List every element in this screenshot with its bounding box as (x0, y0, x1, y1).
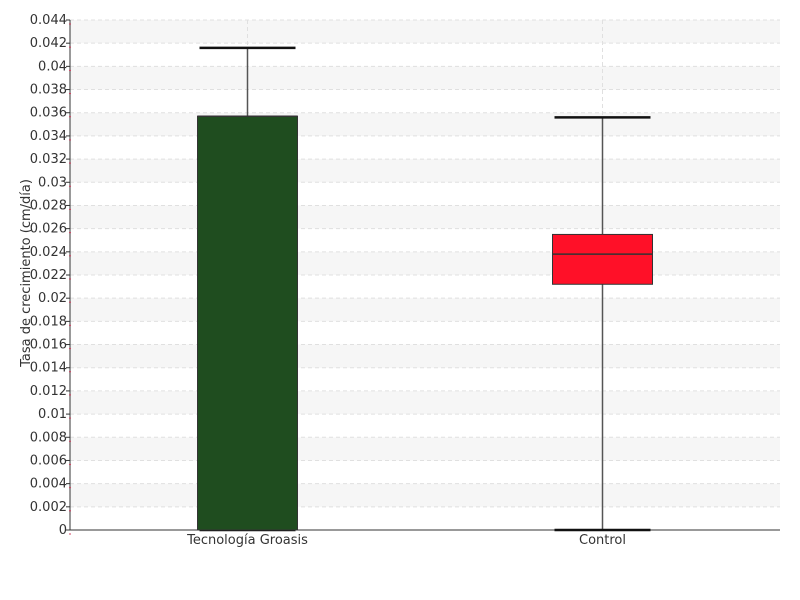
box-series (197, 46, 653, 532)
y-tick-label: 0.01 (38, 407, 67, 422)
iqr-box (197, 115, 298, 531)
plot-band (70, 159, 780, 183)
y-tick-label: 0.002 (30, 500, 67, 515)
plot-band (70, 251, 780, 275)
x-category-label: Tecnología Groasis (186, 533, 308, 548)
plot-band (70, 460, 780, 484)
y-tick-label: 0.042 (30, 36, 67, 51)
plot-band (70, 414, 780, 438)
y-tick-label: 0.03 (38, 175, 67, 190)
y-tick-label: 0.02 (38, 291, 67, 306)
y-axis-title: Tasa de crecimiento (cm/día) (19, 179, 34, 368)
plot-band (70, 135, 780, 160)
plot-band (70, 390, 780, 415)
plot-band (70, 506, 780, 530)
plot-band (70, 228, 780, 252)
y-tick-label: 0.032 (30, 152, 67, 167)
plot-band (70, 89, 780, 113)
x-category-label: Control (579, 533, 626, 548)
plot-band (70, 367, 780, 391)
y-axis: 0 0.002 0.004 0.006 0.008 0.01 0.012 0.014 0.016… (30, 13, 71, 538)
y-tick-label: 0.038 (30, 83, 67, 98)
plot-band (70, 275, 780, 299)
plot-band (70, 437, 780, 461)
plot-band (70, 344, 780, 368)
y-tick-label: 0.034 (30, 129, 67, 144)
plot-band (70, 20, 780, 44)
y-tick-label: 0.026 (30, 222, 67, 237)
y-tick-label: 0.044 (30, 13, 67, 28)
plot-band (70, 298, 780, 322)
y-tick-label: 0.018 (30, 314, 67, 329)
iqr-box (552, 233, 653, 285)
y-tick-label: 0.028 (30, 198, 67, 213)
box-0 (197, 46, 298, 532)
y-tick-label: 0.024 (30, 245, 67, 260)
y-tick-label: 0.012 (30, 384, 67, 399)
y-tick-label: 0.036 (30, 106, 67, 121)
plot-band (70, 483, 780, 507)
box-1 (552, 116, 653, 532)
y-tick-label: 0.016 (30, 338, 67, 353)
y-tick-label: 0.008 (30, 430, 67, 445)
plot-band (70, 112, 780, 136)
y-tick-label: 0.014 (30, 361, 67, 376)
plot-band (70, 182, 780, 206)
y-tick-label: 0.004 (30, 477, 67, 492)
y-tick-label: 0 (59, 523, 67, 538)
plot-band (70, 321, 780, 345)
y-tick-label: 0.04 (38, 59, 67, 74)
plot-band (70, 66, 780, 90)
plot-band (70, 205, 780, 229)
plot-band (70, 43, 780, 67)
y-tick-label: 0.006 (30, 453, 67, 468)
y-tick-label: 0.022 (30, 268, 67, 283)
x-axis: Tecnología Groasis Control (70, 529, 780, 548)
